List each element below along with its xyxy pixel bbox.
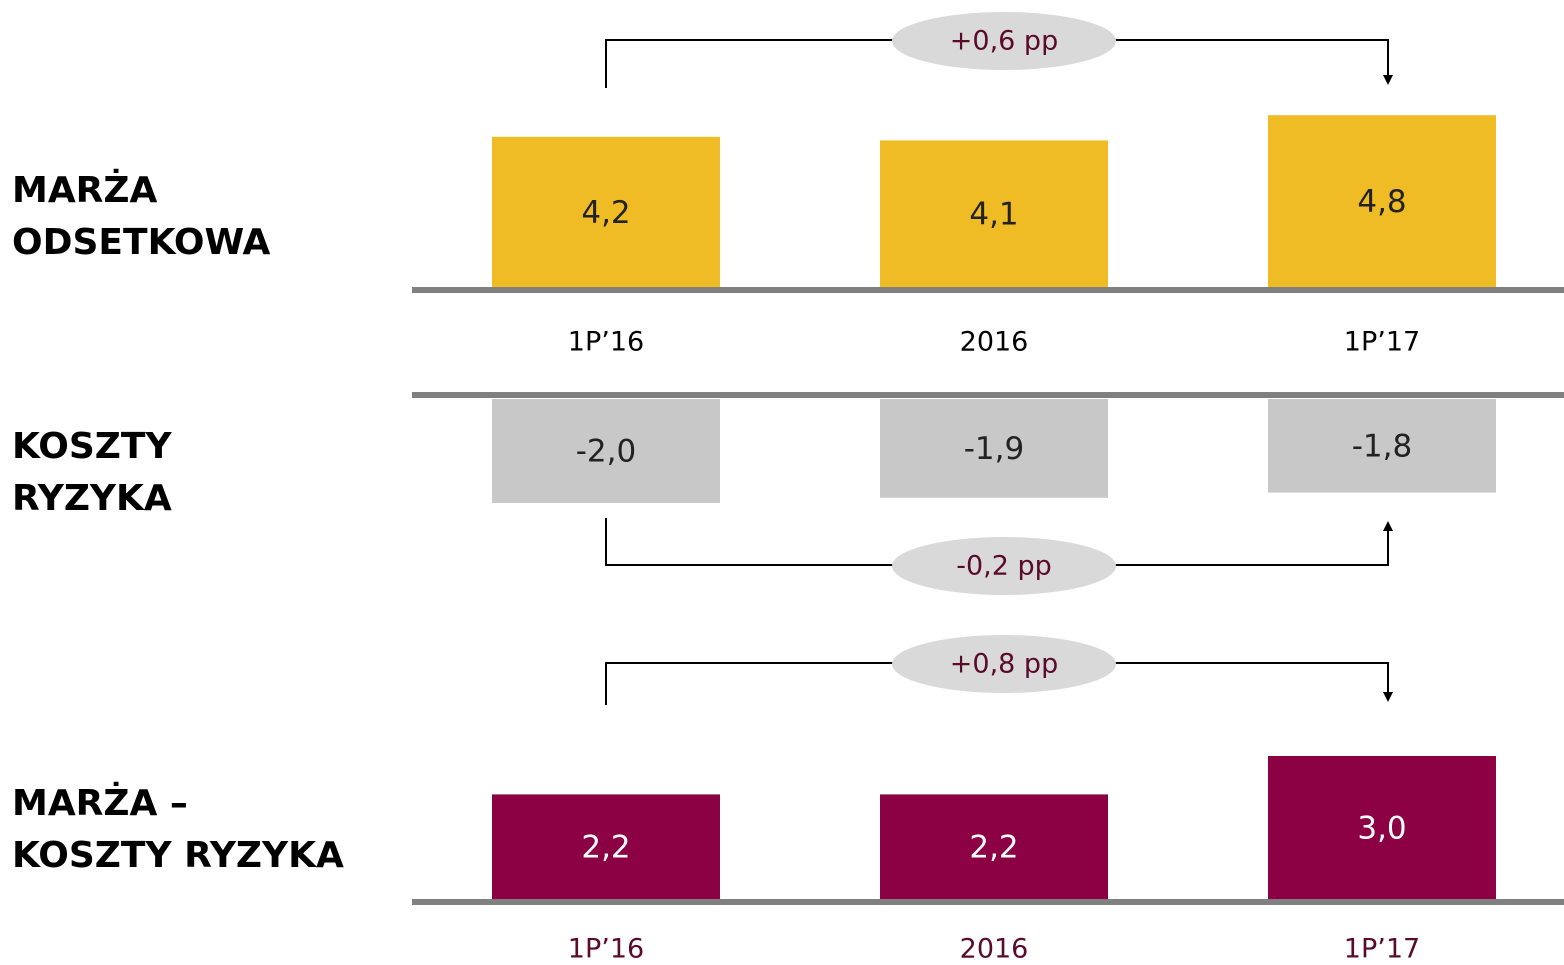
annotation: +0,6 pp [950, 26, 1058, 57]
category-label: 2016 [960, 934, 1029, 965]
row-title: MARŻA [12, 168, 158, 211]
value-label: 4,2 [581, 195, 630, 231]
value-label: 4,8 [1357, 184, 1406, 220]
value-label: -2,0 [576, 434, 637, 470]
category-label: 1P’16 [568, 327, 644, 358]
row-title: KOSZTY RYZYKA [12, 835, 344, 876]
bar [880, 794, 1108, 900]
row-title: ODSETKOWA [12, 222, 271, 263]
category-label: 1P’17 [1344, 934, 1420, 965]
bar [880, 140, 1108, 288]
value-label: 3,0 [1357, 811, 1406, 847]
bar [492, 136, 720, 288]
value-label: 4,1 [969, 197, 1018, 233]
value-label: -1,9 [964, 431, 1025, 467]
bar [1268, 115, 1496, 288]
value-label: 2,2 [581, 830, 630, 866]
bar [1268, 756, 1496, 900]
bar [1268, 399, 1496, 493]
row-title: KOSZTY [12, 426, 172, 467]
value-label: -1,8 [1352, 428, 1413, 464]
annotation: -0,2 pp [956, 551, 1052, 582]
annotation-bubble [892, 635, 1116, 693]
annotation: +0,8 pp [950, 649, 1058, 680]
category-label: 2016 [960, 327, 1029, 358]
category-label: 1P’17 [1344, 327, 1420, 358]
bar [492, 794, 720, 900]
row-title: MARŻA – [12, 781, 188, 824]
row-title: RYZYKA [12, 478, 172, 519]
value-label: 2,2 [969, 830, 1018, 866]
bar [880, 399, 1108, 498]
annotation-bubble [892, 12, 1116, 70]
bar [492, 399, 720, 503]
annotation-bubble [892, 537, 1116, 595]
category-label: 1P’16 [568, 934, 644, 965]
